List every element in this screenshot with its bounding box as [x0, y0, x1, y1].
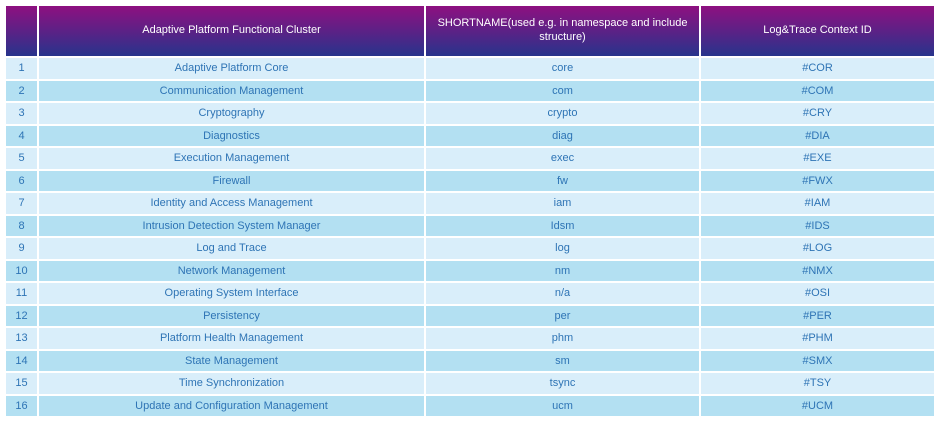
shortname-cell: nm [426, 260, 699, 281]
table-row: 4 Diagnostics diag #DIA [6, 125, 934, 146]
row-number-cell: 15 [6, 373, 37, 394]
table-row: 5 Execution Management exec #EXE [6, 148, 934, 169]
row-number-cell: 2 [6, 80, 37, 101]
row-number-cell: 1 [6, 58, 37, 79]
header-context-id: Log&Trace Context ID [701, 6, 934, 56]
context-id-cell: #IAM [701, 193, 934, 214]
context-id-cell: #TSY [701, 373, 934, 394]
context-id-cell: #DIA [701, 125, 934, 146]
cluster-cell: Intrusion Detection System Manager [39, 215, 424, 236]
table-row: 15 Time Synchronization tsync #TSY [6, 373, 934, 394]
row-number-cell: 7 [6, 193, 37, 214]
context-id-cell: #LOG [701, 238, 934, 259]
table-row: 3 Cryptography crypto #CRY [6, 103, 934, 124]
row-number-cell: 12 [6, 305, 37, 326]
row-number-cell: 5 [6, 148, 37, 169]
shortname-cell: per [426, 305, 699, 326]
context-id-cell: #UCM [701, 395, 934, 416]
row-number-cell: 3 [6, 103, 37, 124]
context-id-cell: #PHM [701, 328, 934, 349]
table-row: 14 State Management sm #SMX [6, 350, 934, 371]
table-row: 1 Adaptive Platform Core core #COR [6, 58, 934, 79]
table-row: 8 Intrusion Detection System Manager Ids… [6, 215, 934, 236]
context-id-cell: #COR [701, 58, 934, 79]
table-row: 6 Firewall fw #FWX [6, 170, 934, 191]
cluster-cell: Time Synchronization [39, 373, 424, 394]
row-number-cell: 8 [6, 215, 37, 236]
row-number-cell: 10 [6, 260, 37, 281]
shortname-cell: n/a [426, 283, 699, 304]
cluster-cell: Firewall [39, 170, 424, 191]
table-row: 12 Persistency per #PER [6, 305, 934, 326]
shortname-cell: phm [426, 328, 699, 349]
row-number-cell: 14 [6, 350, 37, 371]
header-index [6, 6, 37, 56]
table-row: 16 Update and Configuration Management u… [6, 395, 934, 416]
shortname-cell: diag [426, 125, 699, 146]
context-id-cell: #SMX [701, 350, 934, 371]
functional-cluster-table: Adaptive Platform Functional Cluster SHO… [4, 4, 936, 418]
cluster-cell: Network Management [39, 260, 424, 281]
context-id-cell: #PER [701, 305, 934, 326]
table-row: 2 Communication Management com #COM [6, 80, 934, 101]
shortname-cell: core [426, 58, 699, 79]
row-number-cell: 16 [6, 395, 37, 416]
row-number-cell: 4 [6, 125, 37, 146]
shortname-cell: sm [426, 350, 699, 371]
cluster-cell: Update and Configuration Management [39, 395, 424, 416]
row-number-cell: 6 [6, 170, 37, 191]
shortname-cell: exec [426, 148, 699, 169]
cluster-cell: Execution Management [39, 148, 424, 169]
shortname-cell: iam [426, 193, 699, 214]
shortname-cell: ucm [426, 395, 699, 416]
row-number-cell: 11 [6, 283, 37, 304]
context-id-cell: #FWX [701, 170, 934, 191]
context-id-cell: #IDS [701, 215, 934, 236]
shortname-cell: crypto [426, 103, 699, 124]
cluster-cell: State Management [39, 350, 424, 371]
shortname-cell: Idsm [426, 215, 699, 236]
header-cluster: Adaptive Platform Functional Cluster [39, 6, 424, 56]
header-shortname: SHORTNAME(used e.g. in namespace and inc… [426, 6, 699, 56]
context-id-cell: #CRY [701, 103, 934, 124]
shortname-cell: log [426, 238, 699, 259]
header-row: Adaptive Platform Functional Cluster SHO… [6, 6, 934, 56]
context-id-cell: #COM [701, 80, 934, 101]
cluster-cell: Identity and Access Management [39, 193, 424, 214]
row-number-cell: 13 [6, 328, 37, 349]
cluster-cell: Operating System Interface [39, 283, 424, 304]
context-id-cell: #EXE [701, 148, 934, 169]
table-row: 11 Operating System Interface n/a #OSI [6, 283, 934, 304]
cluster-cell: Diagnostics [39, 125, 424, 146]
cluster-cell: Platform Health Management [39, 328, 424, 349]
table-row: 7 Identity and Access Management iam #IA… [6, 193, 934, 214]
cluster-cell: Log and Trace [39, 238, 424, 259]
context-id-cell: #NMX [701, 260, 934, 281]
table-row: 9 Log and Trace log #LOG [6, 238, 934, 259]
cluster-cell: Persistency [39, 305, 424, 326]
shortname-cell: fw [426, 170, 699, 191]
cluster-cell: Cryptography [39, 103, 424, 124]
row-number-cell: 9 [6, 238, 37, 259]
shortname-cell: tsync [426, 373, 699, 394]
table-row: 10 Network Management nm #NMX [6, 260, 934, 281]
context-id-cell: #OSI [701, 283, 934, 304]
shortname-cell: com [426, 80, 699, 101]
cluster-cell: Adaptive Platform Core [39, 58, 424, 79]
table-row: 13 Platform Health Management phm #PHM [6, 328, 934, 349]
cluster-cell: Communication Management [39, 80, 424, 101]
